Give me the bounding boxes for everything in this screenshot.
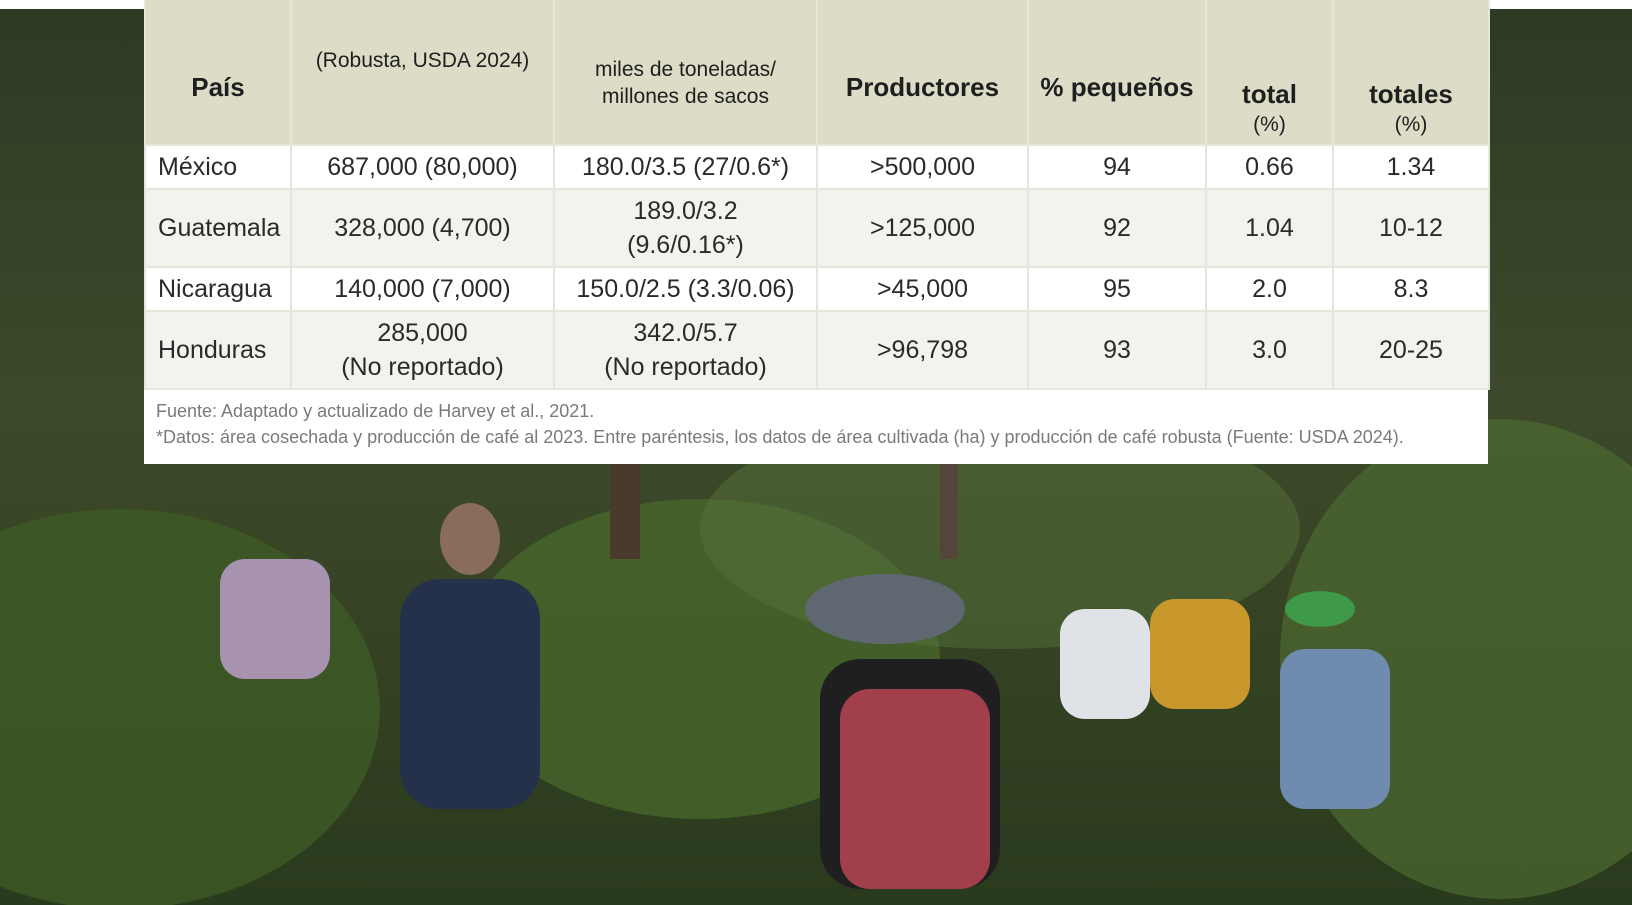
table: País (Robusta, USDA 2024) miles de tonelad…	[144, 0, 1490, 390]
header-text: totales	[1369, 79, 1453, 109]
table-notes: Fuente: Adaptado y actualizado de Harvey…	[144, 390, 1488, 464]
header-text: (Robusta, USDA 2024)	[315, 49, 530, 72]
header-text: (%)	[1394, 113, 1428, 136]
header-text: País	[191, 72, 245, 102]
header-text: millones de sacos	[602, 85, 769, 108]
note: Fuente: Adaptado y actualizado de Harvey…	[156, 401, 595, 421]
table-cell: Guatemala	[144, 188, 292, 268]
table-cell: Honduras	[144, 310, 292, 390]
table-cell: 2.0	[1205, 266, 1334, 312]
table-cell: >96,798	[816, 310, 1029, 390]
table-cell: 140,000 (7,000)	[290, 266, 555, 312]
header-text: Productores	[845, 72, 1000, 102]
header-row: País (Robusta, USDA 2024) miles de tonelad…	[144, 0, 1490, 146]
table-cell: 10-12	[1332, 188, 1490, 268]
header-cell: totales (%)	[1332, 0, 1490, 146]
table-cell: 1.34	[1332, 144, 1490, 190]
table-cell: >125,000	[816, 188, 1029, 268]
table-cell: 94	[1027, 144, 1207, 190]
table-cell: 93	[1027, 310, 1207, 390]
note: *Datos: área cosechada y producción de c…	[156, 427, 1404, 447]
header-cell: País	[144, 0, 292, 146]
table-cell: 1.04	[1205, 188, 1334, 268]
header-cell: (Robusta, USDA 2024)	[290, 0, 555, 146]
table-cell: 92	[1027, 188, 1207, 268]
table-cell: México	[144, 144, 292, 190]
header-cell: total (%)	[1205, 0, 1334, 146]
table-cell: >45,000	[816, 266, 1029, 312]
table-cell: 189.0/3.2 (9.6/0.16*)	[553, 188, 818, 268]
table-row: Guatemala 328,000 (4,700) 189.0/3.2 (9.6/0.…	[144, 188, 1490, 268]
header-cell: Productores	[816, 0, 1029, 146]
table-cell: 180.0/3.5 (27/0.6*)	[553, 144, 818, 190]
cell-line: 285,000	[377, 319, 468, 347]
header-cell: miles de toneladas/millones de sacos	[553, 0, 818, 146]
table-body: México 687,000 (80,000) 180.0/3.5 (27/0.6*…	[144, 144, 1490, 390]
header-text: % pequeños	[1040, 72, 1194, 102]
table-cell: 342.0/5.7 (No reportado)	[553, 310, 818, 390]
cell-line: 342.0/5.7	[633, 319, 738, 347]
table-cell: >500,000	[816, 144, 1029, 190]
table-row: Nicaragua 140,000 (7,000) 150.0/2.5 (3.3/0…	[144, 266, 1490, 312]
table-cell: Nicaragua	[144, 266, 292, 312]
header-text: (%)	[1253, 113, 1286, 136]
table-row: Honduras 285,000 (No reportado) 342.0/5.7 (N…	[144, 310, 1490, 390]
table-row: México 687,000 (80,000) 180.0/3.5 (27/0.6*…	[144, 144, 1490, 190]
table-cell: 328,000 (4,700)	[290, 188, 555, 268]
cell-line: (No reportado)	[604, 353, 767, 381]
header-text: miles de toneladas/	[595, 58, 776, 81]
table-cell: 150.0/2.5 (3.3/0.06)	[553, 266, 818, 312]
table-cell: 95	[1027, 266, 1207, 312]
table-cell: 285,000 (No reportado)	[290, 310, 555, 390]
table-cell: 3.0	[1205, 310, 1334, 390]
table-cell: 687,000 (80,000)	[290, 144, 555, 190]
table-cell: 8.3	[1332, 266, 1490, 312]
header-cell: % pequeños	[1027, 0, 1207, 146]
table-cell: 0.66	[1205, 144, 1334, 190]
data-table: País (Robusta, USDA 2024) miles de tonelad…	[144, 0, 1490, 464]
table-cell: 20-25	[1332, 310, 1490, 390]
header-text: total	[1242, 79, 1297, 109]
cell-line: (No reportado)	[341, 353, 504, 381]
cell-line: 189.0/3.2	[633, 197, 738, 225]
cell-line: (9.6/0.16*)	[627, 231, 744, 259]
